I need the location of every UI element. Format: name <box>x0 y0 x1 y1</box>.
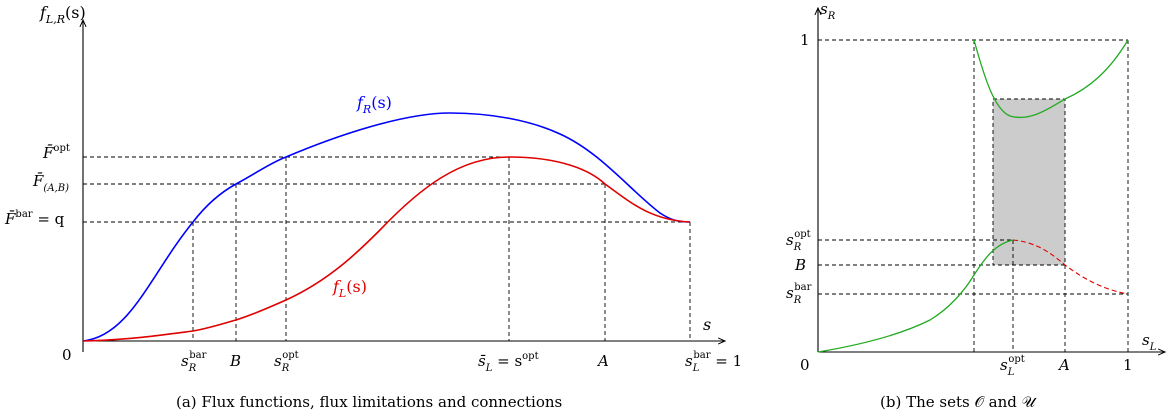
tick-x-sL-opt: sLopt <box>1000 354 1025 378</box>
tick-y-one: 1 <box>800 31 810 49</box>
fR-label: fR(s) <box>356 93 392 116</box>
right-y-axis-label: sR <box>820 0 836 22</box>
tick-B: B <box>229 352 241 370</box>
tick-y-sR-bar: sRbar <box>786 282 812 306</box>
fR-curve <box>82 112 691 342</box>
right-x-axis-label: sL <box>1142 331 1157 353</box>
tick-x-A: A <box>1057 356 1070 374</box>
set-U-region <box>992 98 1066 266</box>
right-caption: (b) The sets 𝒪 and 𝒰 <box>880 393 1038 411</box>
tick-y-B: B <box>794 256 806 274</box>
left-origin-label: 0 <box>62 346 72 364</box>
tick-A: A <box>596 352 609 370</box>
left-caption: (a) Flux functions, flux limitations and… <box>176 393 562 411</box>
tick-F-opt: F̄opt <box>42 143 70 162</box>
set-O-upper-curve <box>973 39 1129 119</box>
fL-label: fL(s) <box>332 277 367 300</box>
tick-sL-bar: sLbar = 1 <box>685 350 742 374</box>
tick-sbar-L: s̄L = sopt <box>478 351 539 374</box>
tick-x-one: 1 <box>1123 356 1133 374</box>
set-O-dashed-curve <box>1012 239 1129 295</box>
fL-curve <box>82 156 691 342</box>
left-x-axis-label: s <box>703 315 711 334</box>
left-panel: fL,R(s) s 0 fR(s) fL(s) F̄opt F̄(A,B) F̄… <box>4 3 742 411</box>
tick-F-bar: F̄bar = q <box>4 209 65 228</box>
right-origin-label: 0 <box>800 356 810 374</box>
left-y-axis-label: fL,R(s) <box>39 3 86 26</box>
tick-sR-bar: sRbar <box>181 350 207 374</box>
right-panel: sR sL 0 1 sRopt B sRbar sLopt A 1 (b) Th… <box>786 0 1165 411</box>
tick-sR-opt: sRopt <box>274 350 299 374</box>
set-O-lower-curve <box>817 239 1014 353</box>
tick-F-AB: F̄(A,B) <box>32 172 69 194</box>
tick-y-sR-opt: sRopt <box>786 229 811 253</box>
